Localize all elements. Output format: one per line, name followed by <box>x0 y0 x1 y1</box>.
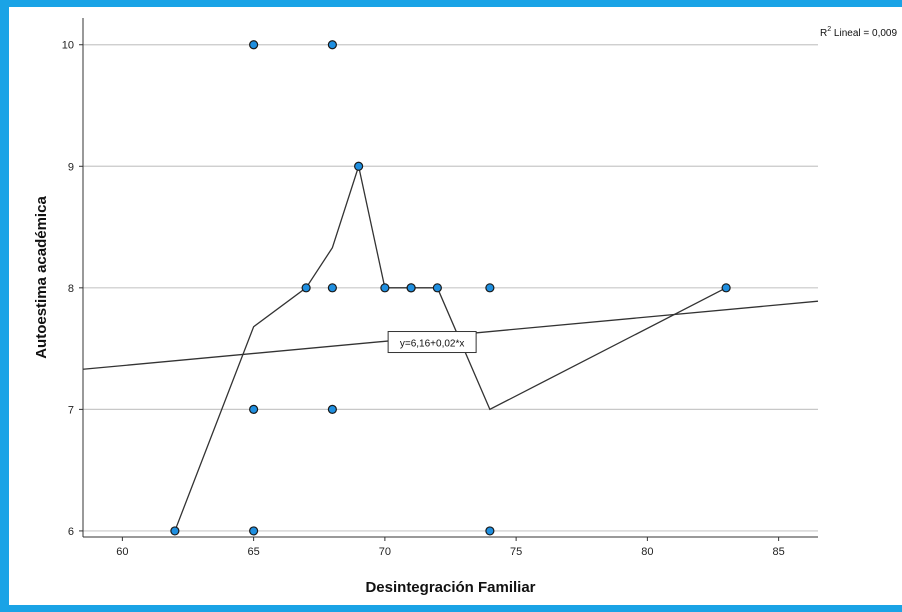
x-tick-label: 85 <box>773 546 785 558</box>
data-point <box>327 40 337 50</box>
x-axis-title: Desintegración Familiar <box>365 579 535 596</box>
equation-box <box>387 331 477 354</box>
r2-prefix: R <box>820 28 827 39</box>
x-tick-label: 80 <box>641 546 653 558</box>
y-tick-label: 9 <box>68 161 74 173</box>
data-point <box>380 283 390 293</box>
y-tick-labels: 6 7 8 9 10 <box>62 40 83 538</box>
data-point <box>301 283 311 293</box>
r2-sup: 2 <box>827 26 831 33</box>
data-point <box>485 283 495 293</box>
data-point <box>327 404 337 414</box>
data-point <box>432 283 442 293</box>
y-tick-label: 8 <box>68 283 74 295</box>
data-point <box>170 526 180 536</box>
data-point <box>721 283 731 293</box>
x-tick-label: 60 <box>116 546 128 558</box>
y-axis-title: Autoestima académica <box>33 196 50 359</box>
data-points <box>170 40 731 536</box>
y-tick-label: 6 <box>68 526 74 538</box>
data-point <box>249 404 259 414</box>
grid-lines <box>83 44 818 532</box>
r2-text: Lineal = 0,009 <box>831 28 897 39</box>
y-tick-label: 10 <box>62 40 74 52</box>
y-tick-label: 7 <box>68 404 74 416</box>
data-point <box>406 283 416 293</box>
equation-label: y=6,16+0,02*x <box>387 331 477 354</box>
data-point <box>327 283 337 293</box>
x-tick-label: 75 <box>510 546 522 558</box>
data-point <box>249 40 259 50</box>
data-point <box>485 526 495 536</box>
r2-label: R2 Lineal = 0,009 <box>820 26 897 39</box>
data-point <box>354 161 364 171</box>
x-tick-label: 70 <box>379 546 391 558</box>
x-tick-labels: 60 65 70 75 80 85 <box>116 537 785 558</box>
data-point <box>249 526 259 536</box>
equation-text: y=6,16+0,02*x <box>400 339 465 350</box>
x-tick-label: 65 <box>248 546 260 558</box>
